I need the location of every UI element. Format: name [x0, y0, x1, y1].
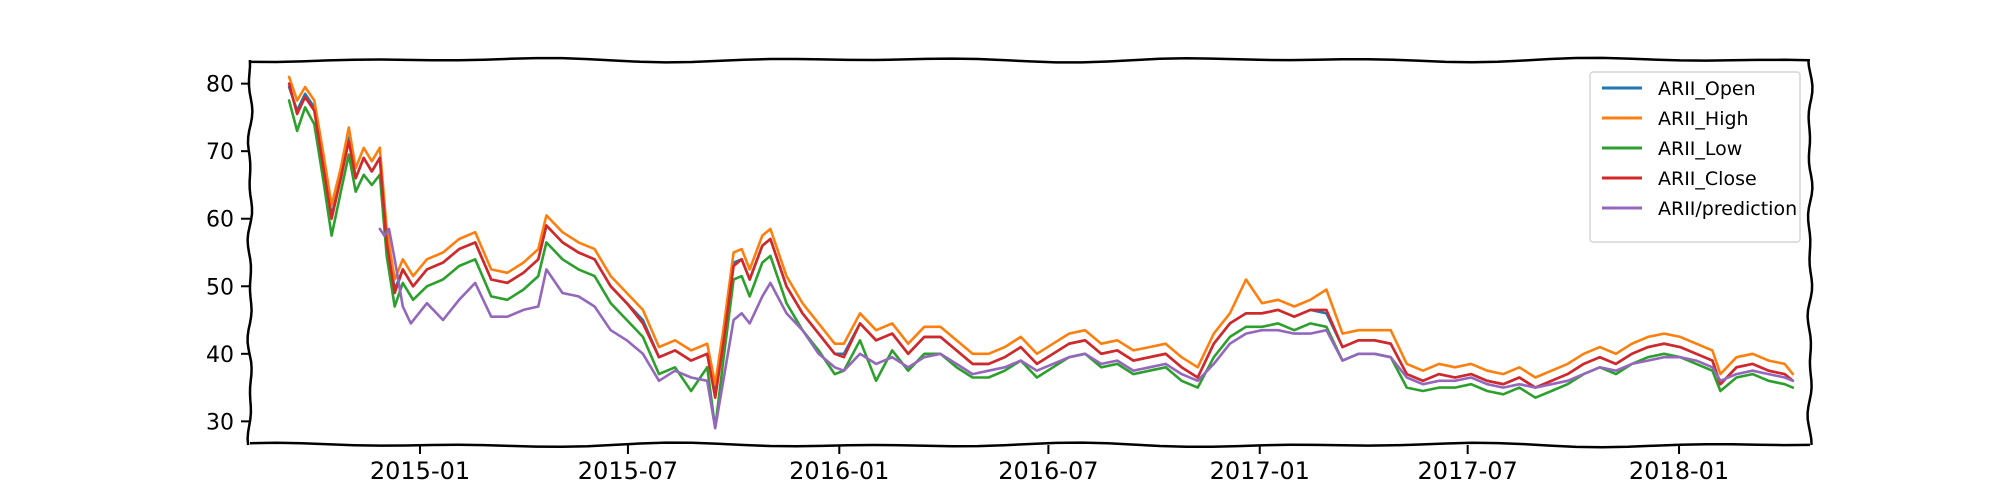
legend-label: ARII_Low	[1658, 138, 1742, 160]
y-tick-label: 40	[206, 343, 234, 368]
axis-layer: 30 40 50 60 70 80 2015-01 2015-07 2016-01 2016-07…	[206, 73, 1729, 485]
legend-label: ARII/prediction	[1658, 198, 1797, 220]
x-tick-label: 2017-01	[1210, 457, 1310, 485]
x-tick-label: 2015-01	[370, 457, 470, 485]
plot-frame	[246, 56, 1814, 449]
legend-label: ARII_Open	[1658, 78, 1756, 100]
y-tick-label: 80	[206, 73, 234, 98]
y-tick-label: 60	[206, 208, 234, 233]
legend-entry: ARII/prediction	[1602, 198, 1797, 220]
y-tick-label: 70	[206, 140, 234, 165]
legend-box	[1589, 71, 1801, 243]
x-tick-label: 2015-07	[578, 457, 678, 485]
series-line-arii-prediction	[378, 227, 1795, 430]
legend-entry: ARII_High	[1602, 108, 1749, 130]
legend-label: ARII_Close	[1658, 168, 1757, 190]
legend-entry: ARII_Open	[1602, 78, 1756, 100]
x-tick-label: 2016-01	[789, 457, 889, 485]
y-tick-label: 50	[206, 275, 234, 300]
series-line-arii-close	[287, 82, 1795, 399]
x-tick-label: 2016-07	[998, 457, 1098, 485]
series-layer	[287, 75, 1795, 430]
legend-entry: ARII_Close	[1602, 168, 1757, 190]
legend-label: ARII_High	[1658, 108, 1749, 130]
series-line-arii-high	[287, 75, 1795, 386]
legend: ARII_Open ARII_High ARII_Low ARII_Close ARII…	[1589, 71, 1801, 243]
series-line-arii-low	[287, 99, 1795, 430]
legend-items: ARII_Open ARII_High ARII_Low ARII_Close ARII…	[1602, 78, 1797, 220]
x-tick-label: 2017-07	[1418, 457, 1518, 485]
x-tick-label: 2018-01	[1629, 457, 1729, 485]
y-tick-label: 30	[206, 410, 234, 435]
legend-entry: ARII_Low	[1602, 138, 1742, 160]
